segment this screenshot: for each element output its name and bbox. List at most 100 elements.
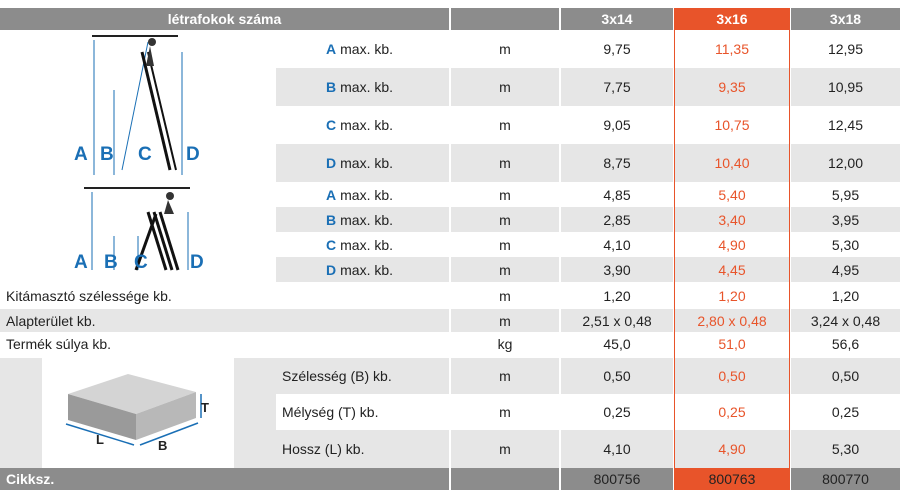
- unit-cell: m: [499, 186, 511, 203]
- row-letter: A: [326, 186, 337, 203]
- diagram1-label-a: A: [74, 144, 88, 165]
- highlight-column-outline: [674, 8, 790, 490]
- article-code-link[interactable]: 800770: [822, 471, 869, 487]
- row-band: [0, 358, 42, 468]
- row-band: [276, 68, 900, 106]
- value-cell: 3,90: [603, 261, 631, 278]
- row-band: [276, 144, 900, 182]
- unit-cell: m: [499, 261, 511, 278]
- pack-row-label: Mélység (T) kb.: [282, 404, 379, 420]
- box-label-t: T: [201, 400, 209, 415]
- column-separator: [789, 8, 791, 490]
- row-letter: C: [326, 236, 337, 253]
- value-cell: 9,35: [718, 79, 746, 95]
- value-cell: 0,50: [718, 368, 746, 384]
- package-box-drawing: [65, 374, 202, 446]
- unit-cell: m: [499, 155, 511, 171]
- value-cell: 4,90: [718, 236, 746, 253]
- box-label-l: L: [96, 432, 104, 447]
- diagram1-label-b: B: [100, 144, 114, 165]
- box-label-b: B: [158, 438, 168, 453]
- value-cell: 0,50: [603, 368, 631, 384]
- value-cell: 5,40: [718, 186, 746, 203]
- value-cell: 5,95: [831, 186, 860, 203]
- row-label-text: max. kb.: [340, 186, 394, 203]
- column-separator: [449, 8, 451, 490]
- header-col-3-text: 3x18: [829, 11, 862, 27]
- value-cell: 4,85: [603, 186, 631, 203]
- ladder-diagram-extended: [92, 35, 183, 175]
- value-cell: 11,35: [715, 41, 749, 57]
- unit-cell: kg: [497, 336, 513, 352]
- value-cell: 3,95: [831, 211, 860, 228]
- unit-cell: m: [499, 211, 511, 228]
- row-band: [276, 358, 900, 394]
- value-cell: 1,20: [718, 287, 746, 304]
- article-code-cell: 800763: [675, 468, 789, 490]
- value-cell: 1,20: [831, 287, 860, 304]
- header-unit-cell: [451, 8, 559, 30]
- diagram1-label-c: C: [138, 144, 152, 165]
- spec-row-label: Kitámasztó szélessége kb.: [6, 287, 172, 304]
- spec-row-label: Termék súlya kb.: [6, 336, 112, 352]
- row-band: [234, 358, 276, 468]
- header-title: létrafokok száma: [0, 8, 449, 30]
- row-label-text: max. kb.: [340, 41, 394, 57]
- row-label-text: max. kb.: [340, 79, 394, 95]
- value-cell: 0,50: [831, 368, 860, 384]
- value-cell: 0,25: [718, 404, 746, 420]
- row-band: [276, 430, 900, 468]
- unit-cell: m: [499, 287, 511, 304]
- article-code-link[interactable]: 800756: [593, 471, 641, 487]
- value-cell: 3,40: [718, 211, 746, 228]
- value-cell: 10,40: [714, 155, 750, 171]
- row-letter: B: [326, 211, 337, 228]
- header-col-3: 3x18: [791, 8, 900, 30]
- value-cell: 2,51 x 0,48: [582, 312, 652, 329]
- value-cell: 4,45: [718, 261, 746, 278]
- row-label-text: max. kb.: [340, 236, 394, 253]
- unit-cell: m: [499, 236, 511, 253]
- value-cell: 5,30: [831, 236, 860, 253]
- value-cell: 0,25: [831, 404, 860, 420]
- value-cell: 4,90: [718, 441, 746, 457]
- row-letter: D: [326, 261, 337, 278]
- unit-cell: m: [499, 41, 511, 57]
- value-cell: 10,75: [714, 117, 750, 133]
- value-cell: 10,95: [827, 79, 864, 95]
- value-cell: 8,75: [603, 155, 631, 171]
- value-cell: 51,0: [718, 336, 746, 352]
- value-cell: 12,95: [827, 41, 864, 57]
- value-cell: 12,45: [827, 117, 864, 133]
- value-cell: 12,00: [827, 155, 864, 171]
- unit-cell: m: [499, 368, 511, 384]
- ladder-diagram-aframe: [84, 187, 190, 271]
- pack-row-label: Szélesség (B) kb.: [282, 368, 392, 384]
- diagram2-label-d: D: [190, 252, 204, 273]
- value-cell: 4,95: [831, 261, 860, 278]
- footer-label: Cikksz.: [6, 471, 55, 487]
- unit-cell: m: [499, 117, 511, 133]
- unit-cell: m: [499, 404, 511, 420]
- value-cell: 2,80 x 0,48: [697, 312, 767, 329]
- unit-cell: m: [499, 312, 511, 329]
- row-letter: C: [326, 117, 337, 133]
- pack-row-label: Hossz (L) kb.: [282, 441, 365, 457]
- row-letter: B: [326, 79, 337, 95]
- diagram2-label-c: C: [134, 252, 148, 273]
- diagram2-label-b: B: [104, 252, 118, 273]
- header-col-2-text: 3x16: [716, 11, 748, 27]
- diagram2-label-a: A: [74, 252, 88, 273]
- value-cell: 56,6: [831, 336, 860, 352]
- diagram1-label-d: D: [186, 144, 200, 165]
- row-label-text: max. kb.: [340, 155, 394, 171]
- value-cell: 9,05: [603, 117, 631, 133]
- unit-cell: m: [499, 79, 511, 95]
- article-code-link[interactable]: 800763: [708, 471, 756, 487]
- value-cell: 1,20: [603, 287, 631, 304]
